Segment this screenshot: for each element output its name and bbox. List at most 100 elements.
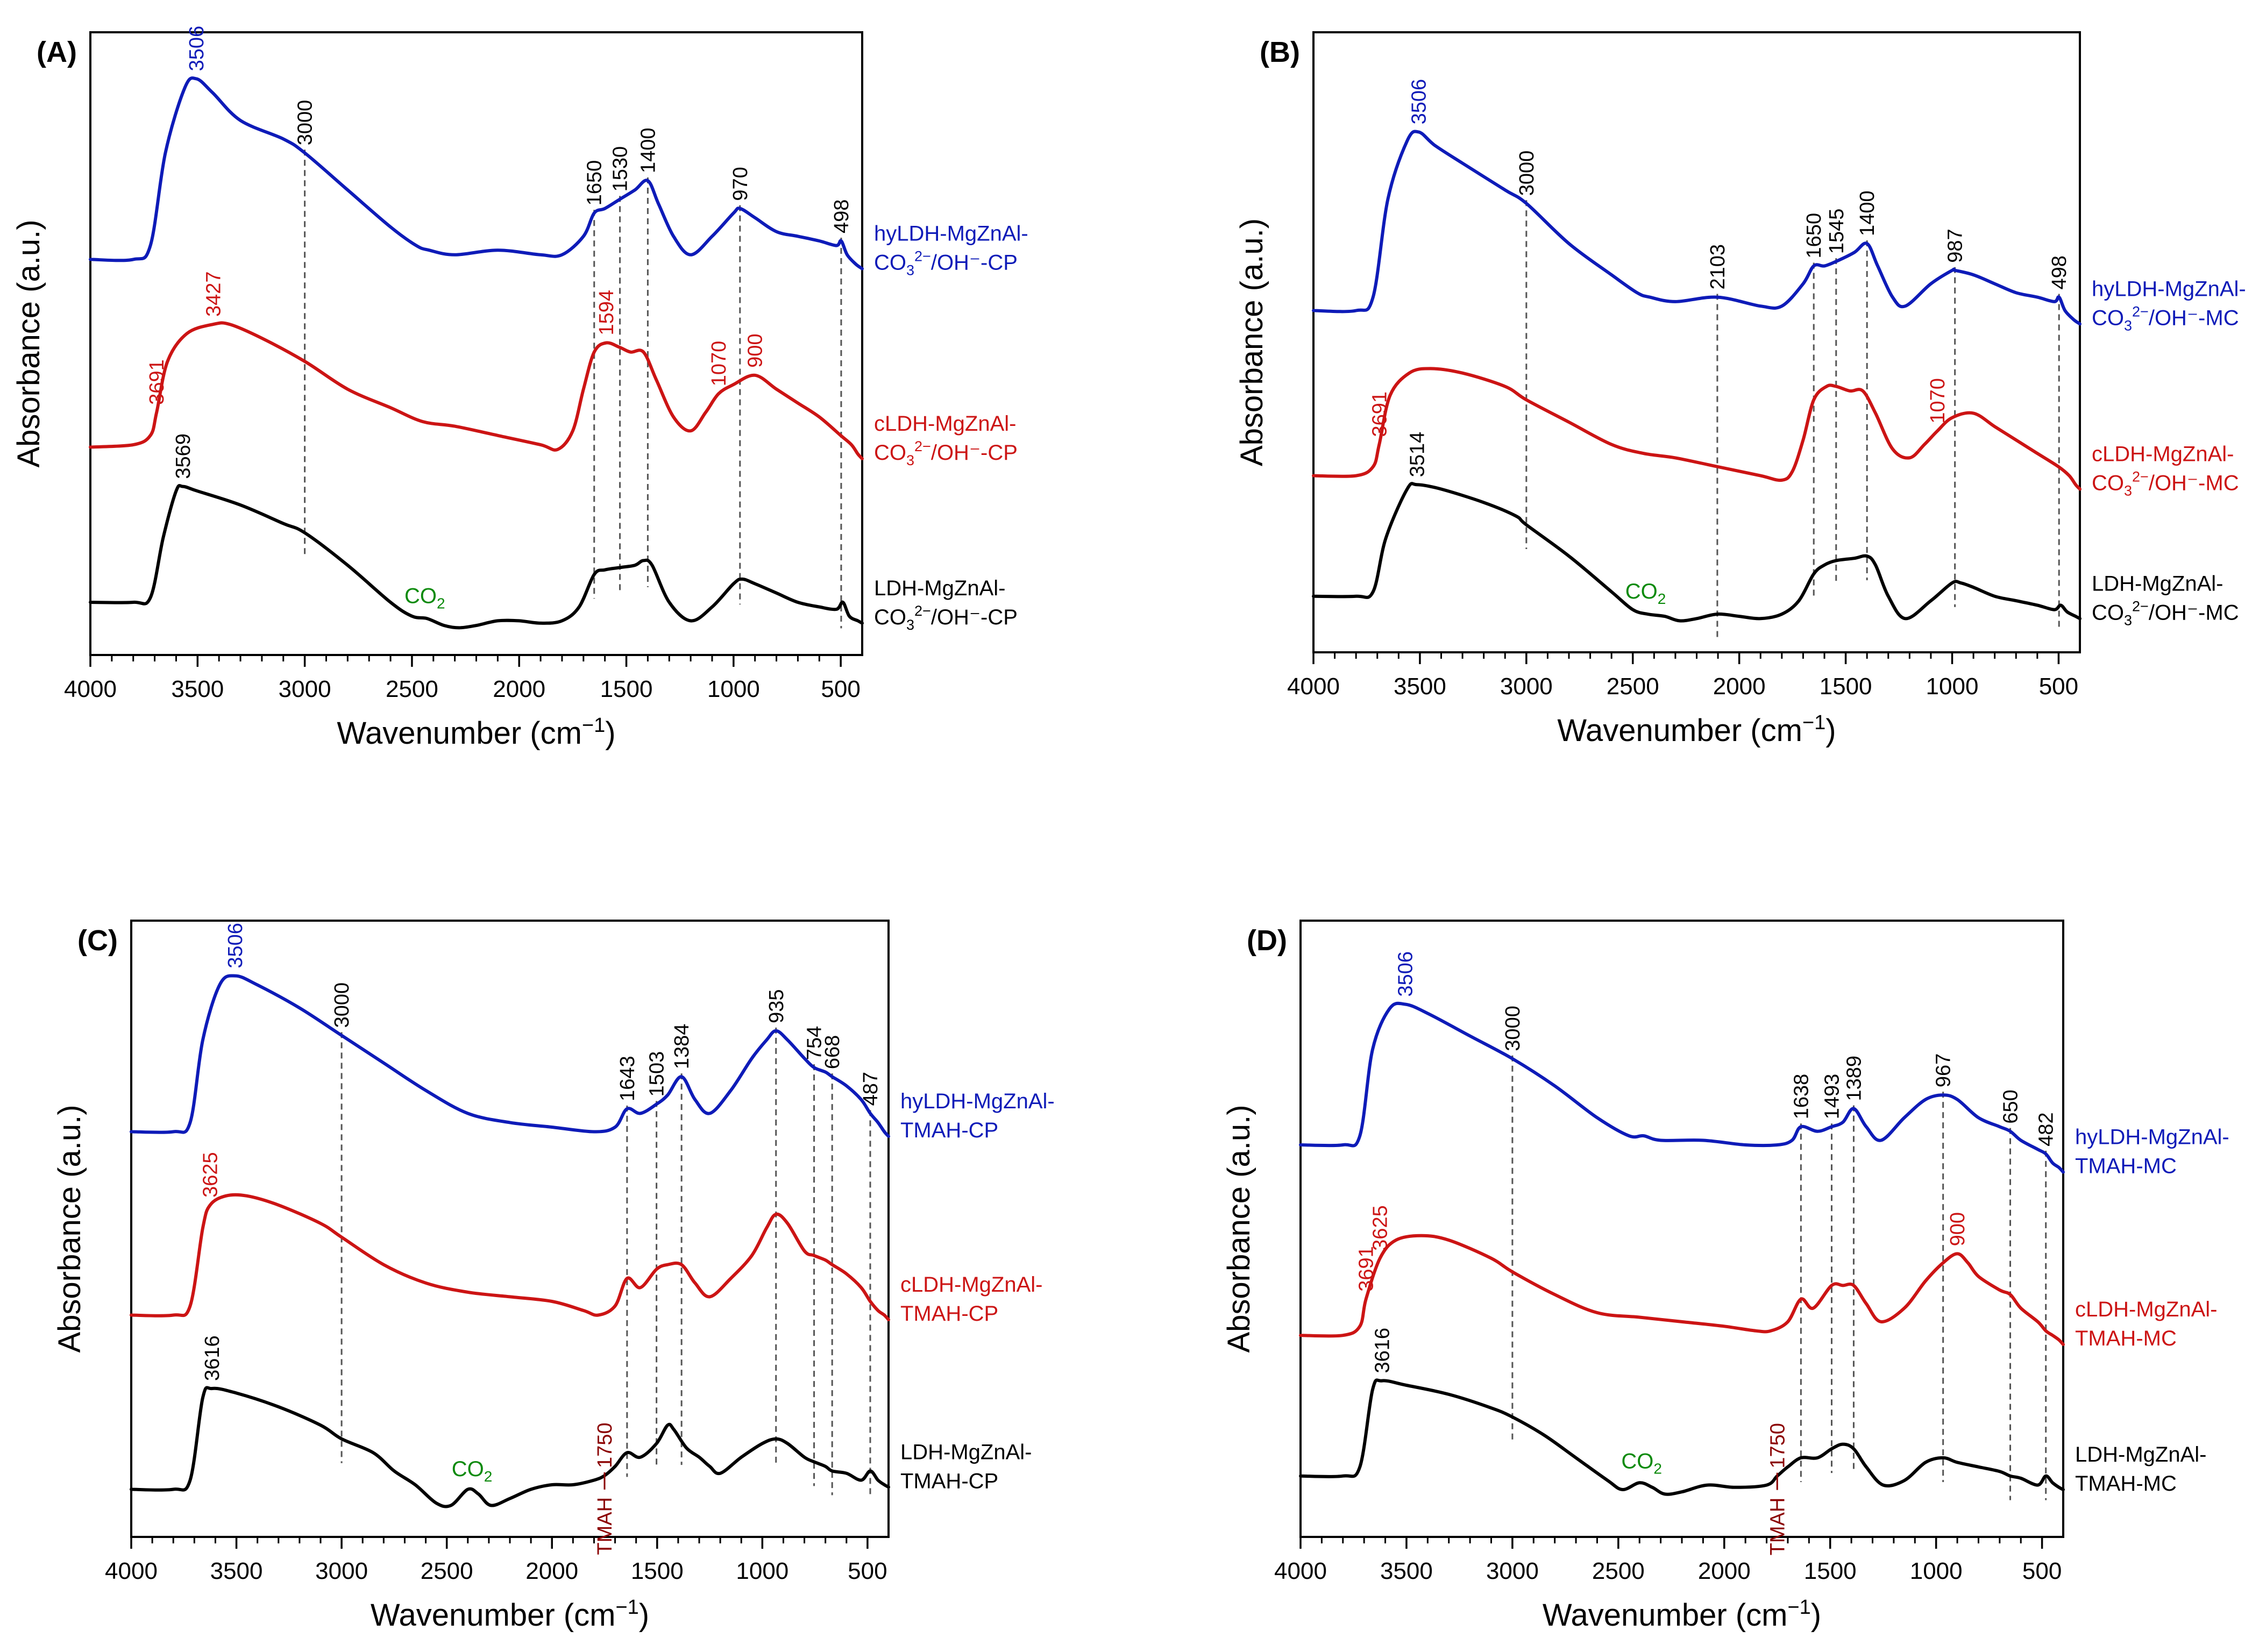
peak-label: 1545 — [1825, 209, 1848, 254]
series-label-hy: hyLDH-MgZnAl- — [2092, 277, 2246, 301]
tmah-peak-label: 1750 — [594, 1422, 616, 1468]
x-tick-label: 3500 — [171, 676, 224, 702]
peak-label: 1650 — [1803, 213, 1825, 259]
peak-label: 650 — [2000, 1090, 2022, 1123]
peak-label: 3691 — [1355, 1246, 1378, 1292]
x-tick-label: 4000 — [64, 676, 117, 702]
panel-label: (D) — [1247, 924, 1287, 957]
y-axis-title: Absorbance (a.u.) — [1234, 218, 1269, 466]
peak-label: 498 — [830, 200, 853, 233]
peak-label: 1389 — [1843, 1056, 1865, 1101]
x-tick-label: 3000 — [279, 676, 331, 702]
peak-label: 3506 — [224, 923, 247, 969]
spectrum-line-c — [1312, 367, 2082, 491]
series-label-c: cLDH-MgZnAl- — [2092, 443, 2234, 466]
peak-label: 1650 — [584, 160, 606, 206]
x-axis-title: Wavenumber (cm−1) — [337, 714, 615, 751]
series-label-ldh-line2: TMAH-CP — [900, 1469, 998, 1493]
peak-label: 3506 — [1408, 79, 1431, 125]
panel-label: (C) — [77, 924, 118, 957]
x-tick-label: 2500 — [1607, 673, 1659, 700]
tmah-annotation: TMAH — [594, 1497, 616, 1555]
series-label-c: cLDH-MgZnAl- — [2075, 1298, 2217, 1321]
chart-panel-p0: (A) 4000 3500 3000 2500 2000 1500 1000 500 Wavenu… — [11, 26, 1028, 751]
tmah-peak-label: 1750 — [1766, 1423, 1789, 1469]
series-label-c-line2: CO32−/OH⁻-CP — [874, 438, 1018, 468]
peak-label: 1400 — [637, 127, 659, 173]
peak-label: 487 — [859, 1072, 882, 1106]
chart-panel-p2: (C) 4000 3500 3000 2500 2000 1500 1000 500 Wavenu… — [52, 920, 1055, 1633]
spectrum-line-ldh — [130, 1386, 890, 1508]
spectrum-line-ldh — [89, 484, 864, 630]
peak-label: 3000 — [1516, 151, 1538, 196]
series-label-c-line2: CO32−/OH⁻-MC — [2092, 469, 2239, 499]
spectrum-line-c — [89, 321, 864, 460]
x-tick-label: 4000 — [1287, 673, 1340, 700]
x-tick-label: 1000 — [1910, 1558, 1963, 1584]
peak-label: 3506 — [186, 26, 208, 72]
peak-label: 1070 — [1927, 378, 1949, 424]
x-axis-title: Wavenumber (cm−1) — [1543, 1596, 1821, 1633]
y-axis-title: Absorbance (a.u.) — [52, 1105, 87, 1352]
x-tick-label: 1500 — [1804, 1558, 1857, 1584]
peak-label: 970 — [729, 167, 752, 201]
peak-label: 1070 — [708, 341, 730, 387]
panel-label: (B) — [1260, 36, 1300, 68]
x-tick-label: 2000 — [493, 676, 545, 702]
series-label-ldh-line2: CO32−/OH⁻-CP — [874, 603, 1018, 633]
peak-label: 3427 — [202, 272, 225, 317]
peak-label: 987 — [1944, 229, 1967, 262]
peak-label: 900 — [744, 333, 767, 367]
x-tick-label: 2500 — [1592, 1558, 1645, 1584]
co2-annotation: CO2 — [452, 1457, 493, 1485]
peak-label: 3506 — [1395, 951, 1417, 997]
series-label-ldh: LDH-MgZnAl- — [2075, 1443, 2206, 1466]
x-tick-label: 3500 — [210, 1558, 263, 1584]
peak-label: 754 — [804, 1026, 826, 1060]
series-label-hy: hyLDH-MgZnAl- — [2075, 1126, 2229, 1149]
peak-label: 1400 — [1856, 190, 1879, 236]
spectrum-line-hy — [130, 974, 890, 1138]
x-tick-label: 2000 — [1713, 673, 1766, 700]
peak-label: 935 — [765, 989, 788, 1023]
peak-label: 1530 — [609, 146, 632, 192]
peak-label: 668 — [821, 1035, 844, 1069]
co2-annotation: CO2 — [1625, 580, 1666, 607]
y-axis-title: Absorbance (a.u.) — [1221, 1105, 1256, 1352]
peak-label: 482 — [2035, 1112, 2058, 1146]
peak-label: 3000 — [294, 100, 317, 146]
peak-label: 1594 — [595, 290, 618, 336]
peak-label: 3569 — [172, 433, 195, 479]
x-tick-label: 2000 — [525, 1558, 578, 1584]
x-tick-label: 3500 — [1394, 673, 1446, 700]
panel-label: (A) — [37, 36, 77, 68]
series-label-ldh: LDH-MgZnAl- — [2092, 572, 2223, 595]
series-label-hy: hyLDH-MgZnAl- — [874, 222, 1028, 246]
peak-label: 1643 — [616, 1056, 639, 1101]
x-tick-label: 1000 — [707, 676, 760, 702]
peak-label: 1493 — [1821, 1074, 1843, 1120]
x-tick-label: 2500 — [421, 1558, 473, 1584]
x-axis-title: Wavenumber (cm−1) — [371, 1596, 649, 1633]
series-label-c-line2: TMAH-CP — [900, 1302, 998, 1326]
peak-label: 2103 — [1707, 244, 1729, 290]
peak-label: 1384 — [671, 1024, 693, 1070]
x-tick-label: 1000 — [736, 1558, 788, 1584]
spectrum-line-c — [1299, 1234, 2065, 1347]
series-label-c-line2: TMAH-MC — [2075, 1327, 2177, 1350]
spectrum-line-ldh — [1312, 482, 2082, 623]
x-tick-label: 500 — [2039, 673, 2078, 700]
peak-label: 967 — [1933, 1053, 1955, 1087]
series-label-ldh-line2: CO32−/OH⁻-MC — [2092, 598, 2239, 628]
peak-label: 3691 — [1368, 391, 1391, 437]
x-tick-label: 3500 — [1380, 1558, 1433, 1584]
peak-label: 3625 — [200, 1152, 222, 1198]
x-tick-label: 4000 — [105, 1558, 158, 1584]
x-tick-label: 2500 — [386, 676, 438, 702]
peak-label: 3514 — [1406, 432, 1429, 478]
peak-label: 900 — [1947, 1212, 1969, 1246]
spectrum-line-hy — [1299, 1001, 2065, 1174]
peak-label: 3625 — [1369, 1205, 1392, 1251]
x-tick-label: 1500 — [631, 1558, 684, 1584]
